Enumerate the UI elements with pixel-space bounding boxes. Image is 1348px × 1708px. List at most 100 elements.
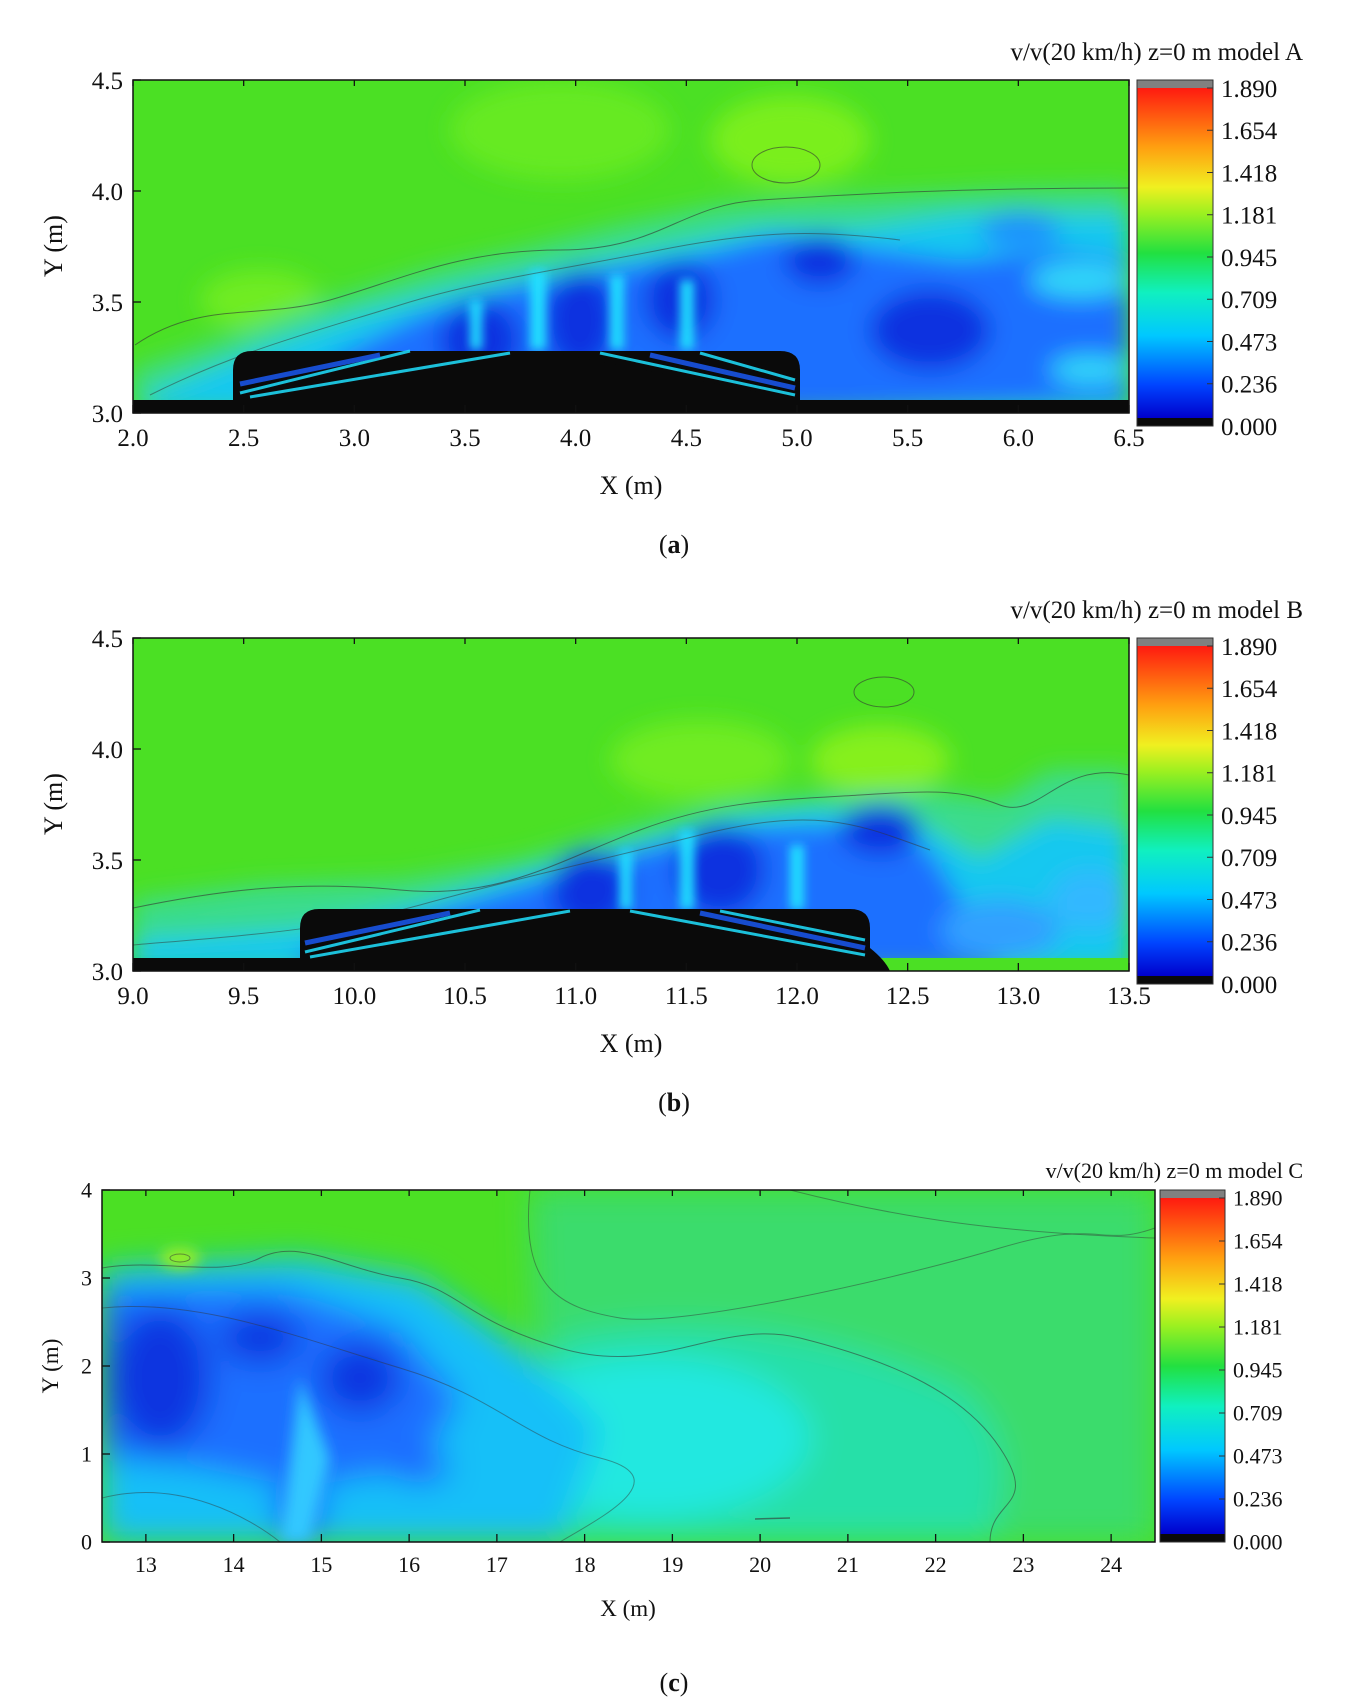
colorbar-tick-label: 0.000 <box>1221 972 1277 999</box>
plot-frame <box>132 637 1130 972</box>
colorbar-tick-label: 1.890 <box>1233 1186 1283 1211</box>
colorbar-over <box>1137 80 1213 88</box>
y-tick-label: 3 <box>81 1266 92 1291</box>
x-tick-label: 4.0 <box>560 425 591 452</box>
x-axis-label: X (m) <box>600 1029 663 1058</box>
colorbar-tick-label: 0.709 <box>1233 1401 1283 1426</box>
x-tick-label: 20 <box>749 1552 771 1577</box>
colorbar-tick-label: 1.418 <box>1221 160 1277 187</box>
colorbar-under <box>1160 1534 1225 1542</box>
x-tick-label: 24 <box>1100 1552 1122 1577</box>
colorbar-tick-label: 1.181 <box>1221 203 1277 230</box>
x-tick-label: 9.5 <box>228 983 259 1010</box>
x-tick-label: 3.0 <box>339 425 370 452</box>
y-tick-label: 3.5 <box>92 290 123 317</box>
y-tick-label: 3.0 <box>92 401 123 428</box>
colorbar-under <box>1137 418 1213 426</box>
velocity-field <box>102 1190 1155 1542</box>
colorbar-ticks: 1.890 1.654 1.418 1.181 0.945 0.709 0.473 0.236… <box>1219 1186 1283 1555</box>
x-tick-label: 13 <box>135 1552 157 1577</box>
colorbar-tick-label: 1.418 <box>1221 718 1277 745</box>
x-tick-label: 3.5 <box>449 425 480 452</box>
y-tick-label: 2 <box>81 1354 92 1379</box>
colorbar-ticks: 1.890 1.654 1.418 1.181 0.945 0.709 0.473 0.236… <box>1207 76 1278 441</box>
x-tick-label: 9.0 <box>117 983 148 1010</box>
velocity-field <box>133 638 1129 971</box>
y-tick-label: 4.5 <box>92 68 123 95</box>
x-tick-label: 6.5 <box>1113 425 1144 452</box>
x-tick-label: 5.0 <box>781 425 812 452</box>
x-tick-label: 18 <box>574 1552 596 1577</box>
colorbar-tick-label: 0.945 <box>1221 803 1277 830</box>
x-tick-label: 13.5 <box>1107 983 1151 1010</box>
x-tick-label: 15 <box>310 1552 332 1577</box>
y-tick-label: 3.5 <box>92 848 123 875</box>
x-tick-label: 22 <box>925 1552 947 1577</box>
chart-c: v/v(20 km/h) z=0 m model C 13 14 15 16 17 18 1… <box>38 1158 1303 1621</box>
x-tick-label: 13.0 <box>996 983 1040 1010</box>
colorbar-tick-label: 1.654 <box>1221 118 1278 145</box>
y-axis-label: Y (m) <box>39 773 68 835</box>
colorbar-tick-label: 1.654 <box>1233 1229 1283 1254</box>
x-tick-label: 12.0 <box>775 983 819 1010</box>
colorbar-over <box>1160 1190 1225 1198</box>
caption-a: (a) <box>658 530 690 559</box>
colorbar-tick-label: 1.181 <box>1233 1315 1283 1340</box>
colorbar-tick-label: 0.945 <box>1221 245 1277 272</box>
chart-title: v/v(20 km/h) z=0 m model A <box>1010 39 1303 66</box>
x-tick-label: 10.0 <box>332 983 376 1010</box>
colorbar-ticks: 1.890 1.654 1.418 1.181 0.945 0.709 0.473 0.236… <box>1207 634 1278 999</box>
y-tick-label: 1 <box>81 1442 92 1467</box>
x-tick-label: 2.5 <box>228 425 259 452</box>
x-tick-label: 5.5 <box>892 425 923 452</box>
colorbar <box>1137 88 1213 418</box>
colorbar-over <box>1137 638 1213 646</box>
colorbar-tick-label: 1.654 <box>1221 676 1278 703</box>
caption-b: (b) <box>658 1088 690 1117</box>
colorbar-tick-label: 0.000 <box>1221 414 1277 441</box>
y-tick-label: 4.0 <box>92 179 123 206</box>
x-tick-label: 16 <box>398 1552 420 1577</box>
colorbar-tick-label: 0.473 <box>1221 887 1277 914</box>
x-tick-label: 12.5 <box>886 983 930 1010</box>
x-tick-label: 17 <box>486 1552 508 1577</box>
x-tick-label: 11.5 <box>665 983 708 1010</box>
colorbar-tick-label: 0.236 <box>1221 930 1277 957</box>
x-tick-label: 4.5 <box>671 425 702 452</box>
y-tick-label: 4 <box>81 1178 92 1203</box>
plot-frame <box>132 79 1130 414</box>
x-tick-label: 6.0 <box>1003 425 1034 452</box>
chart-a: v/v(20 km/h) z=0 m model A <box>39 39 1303 500</box>
y-tick-label: 4.5 <box>92 626 123 653</box>
chart-title: v/v(20 km/h) z=0 m model B <box>1010 597 1303 624</box>
axis-ticks: 9.0 9.5 10.0 10.5 11.0 11.5 12.0 12.5 13.0 13.5 3.… <box>92 626 1151 1010</box>
chart-title: v/v(20 km/h) z=0 m model C <box>1046 1158 1303 1183</box>
y-axis-label: Y (m) <box>38 1339 63 1394</box>
colorbar-tick-label: 0.236 <box>1221 372 1277 399</box>
caption-c: (c) <box>659 1668 689 1697</box>
x-axis-label: X (m) <box>600 471 663 500</box>
colorbar <box>1160 1198 1225 1534</box>
panel-a: v/v(20 km/h) z=0 m model A <box>0 0 1348 520</box>
colorbar-tick-label: 0.236 <box>1233 1487 1283 1512</box>
velocity-field <box>133 80 1129 413</box>
x-tick-label: 19 <box>661 1552 683 1577</box>
y-tick-label: 3.0 <box>92 959 123 986</box>
colorbar-under <box>1137 976 1213 984</box>
colorbar-tick-label: 0.709 <box>1221 845 1277 872</box>
colorbar-tick-label: 0.945 <box>1233 1358 1283 1383</box>
x-tick-label: 2.0 <box>117 425 148 452</box>
colorbar-tick-label: 0.473 <box>1221 329 1277 356</box>
x-axis-label: X (m) <box>600 1596 656 1621</box>
colorbar-tick-label: 1.890 <box>1221 634 1277 661</box>
axis-ticks: 2.0 2.5 3.0 3.5 4.0 4.5 5.0 5.5 6.0 6.5 3.0 3.5 4.0 4… <box>92 68 1145 452</box>
y-axis-label: Y (m) <box>39 215 68 277</box>
x-tick-label: 10.5 <box>443 983 487 1010</box>
x-tick-label: 11.0 <box>554 983 597 1010</box>
x-tick-label: 14 <box>223 1552 245 1577</box>
y-tick-label: 4.0 <box>92 737 123 764</box>
colorbar-tick-label: 1.418 <box>1233 1272 1283 1297</box>
colorbar-tick-label: 0.000 <box>1233 1530 1283 1555</box>
colorbar-tick-label: 0.473 <box>1233 1444 1283 1469</box>
